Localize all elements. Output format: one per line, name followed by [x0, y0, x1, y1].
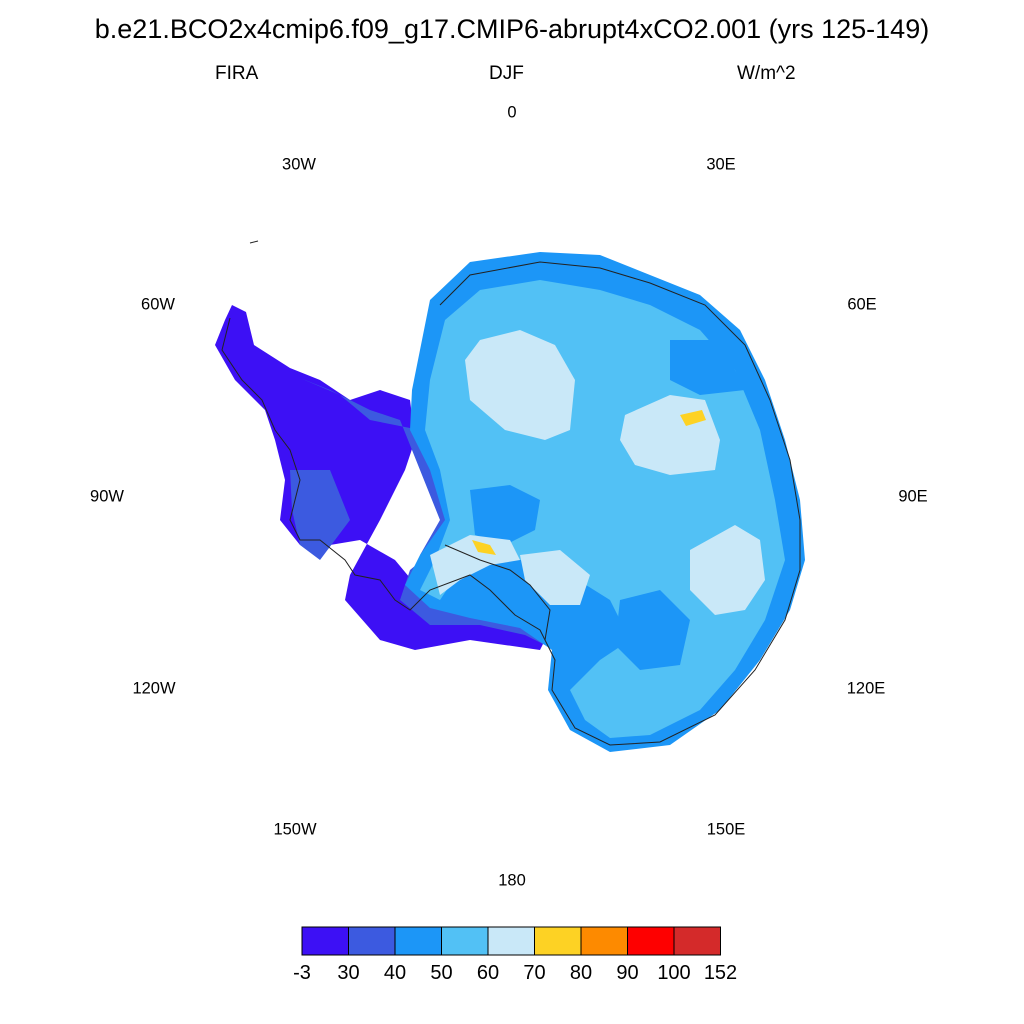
colorbar-tick-label: 70	[523, 962, 546, 984]
lon-label-120w: 120W	[132, 679, 176, 698]
plot-title: b.e21.BCO2x4cmip6.f09_g17.CMIP6-abrupt4x…	[94, 14, 930, 44]
colorbar-tick-label: -3	[293, 962, 311, 984]
region-plateau-dml	[465, 330, 575, 440]
colorbar-tick-label: 40	[383, 962, 407, 984]
region-peninsula-low	[215, 305, 545, 650]
colorbar-swatch	[580, 926, 628, 956]
colorbar-tick-label: 80	[569, 962, 593, 984]
lon-label-60e: 60E	[847, 295, 877, 314]
region-high-patch-2	[472, 540, 496, 555]
region-interior-patch-2	[615, 590, 690, 670]
map-field	[215, 252, 805, 752]
colorbar	[301, 926, 721, 956]
colorbar-swatch	[487, 926, 535, 956]
colorbar-swatch	[673, 926, 721, 956]
colorbar-tick-label: 30	[337, 962, 360, 984]
lon-label-150w: 150W	[273, 820, 317, 839]
variable-label: FIRA	[215, 63, 259, 84]
colorbar-tick-label: 100	[657, 962, 691, 984]
units-label: W/m^2	[737, 63, 796, 84]
lon-label-30e: 30E	[706, 155, 736, 174]
lon-label-0: 0	[507, 103, 517, 122]
lon-label-30w: 30W	[282, 155, 316, 174]
colorbar-swatch	[301, 926, 349, 956]
colorbar-swatch	[394, 926, 442, 956]
lon-label-90e: 90E	[898, 487, 928, 506]
season-label: DJF	[489, 63, 524, 84]
colorbar-tick-label: 152	[703, 962, 738, 984]
region-plateau-ross	[430, 535, 590, 605]
region-interior-patch-1	[470, 485, 540, 545]
lon-label-150e: 150E	[706, 820, 746, 839]
colorbar-swatch	[534, 926, 582, 956]
colorbar-swatch	[627, 926, 675, 956]
lon-label-60w: 60W	[141, 295, 175, 314]
lon-label-120e: 120E	[846, 679, 886, 698]
region-high-patch-1	[680, 410, 706, 426]
lon-label-90w: 90W	[90, 487, 124, 506]
coastline	[221, 240, 801, 746]
region-interior-patch-3	[670, 340, 745, 395]
colorbar-tick-label: 60	[476, 962, 500, 984]
colorbar-tick-label: 50	[430, 962, 453, 984]
colorbar-tick-label: 90	[616, 962, 639, 984]
colorbar-swatch	[441, 926, 489, 956]
lon-label-180: 180	[498, 871, 526, 890]
colorbar-swatch	[348, 926, 396, 956]
region-plateau-domec	[690, 525, 765, 615]
